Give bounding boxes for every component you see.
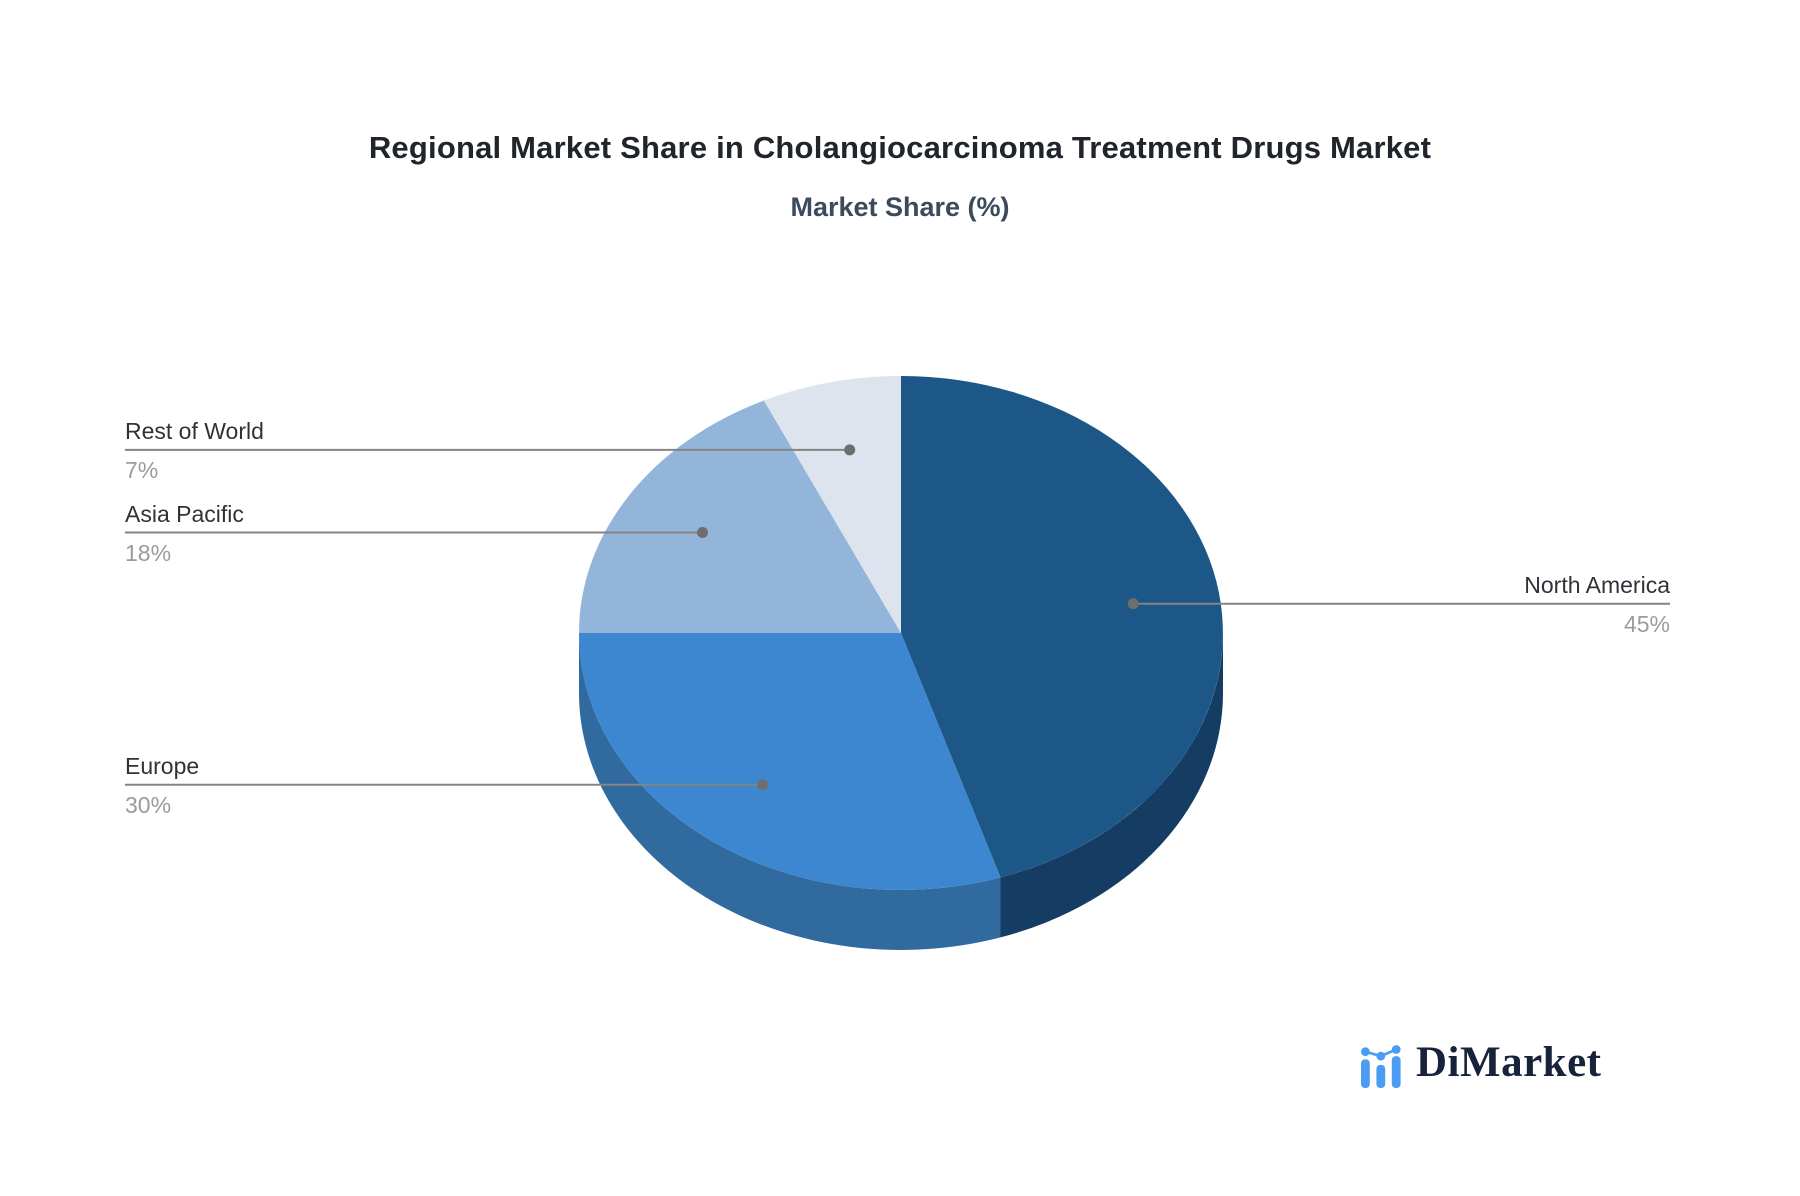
- logo-text: DiMarket: [1416, 1039, 1602, 1086]
- pie-slice-rest-of-world: [763, 376, 901, 633]
- pie-side-north-america: [1000, 633, 1223, 938]
- label-percent: 45%: [1623, 610, 1670, 637]
- label-name: Europe: [125, 752, 200, 779]
- label-name: Asia Pacific: [125, 500, 244, 527]
- leader-dot-north-america: [1127, 598, 1139, 610]
- chart-subtitle: Market Share (%): [790, 192, 1010, 222]
- label-name: Rest of World: [125, 417, 264, 444]
- pie-slice-europe: [579, 633, 1001, 890]
- chart-title: Regional Market Share in Cholangiocarcin…: [368, 130, 1432, 165]
- leader-dot-rest-of-world: [844, 444, 856, 456]
- label-north-america: North America 45%: [1250, 573, 1670, 636]
- label-name: North America: [1524, 571, 1670, 598]
- label-rest-of-world: Rest of World 7%: [125, 419, 545, 482]
- pie-slice-asia-pacific: [579, 400, 901, 633]
- label-europe: Europe 30%: [125, 754, 545, 817]
- label-percent: 18%: [125, 539, 172, 566]
- label-percent: 7%: [125, 456, 159, 483]
- pie-slice-north-america: [901, 376, 1223, 878]
- logo: DiMarket: [1360, 1038, 1602, 1088]
- bar-chart-trend-icon: [1361, 1045, 1401, 1088]
- leader-dot-asia-pacific: [697, 527, 708, 538]
- leader-dot-europe: [757, 779, 769, 791]
- label-percent: 30%: [125, 791, 172, 818]
- pie-side-europe: [579, 633, 1001, 950]
- label-asia-pacific: Asia Pacific 18%: [125, 502, 545, 565]
